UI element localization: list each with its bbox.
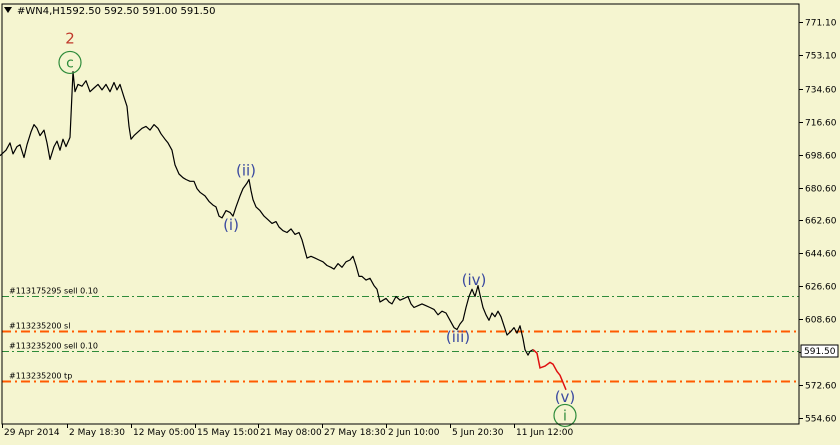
wave-label: (ii)	[236, 161, 256, 179]
x-tick-label: 2 Jun 10:00	[388, 428, 440, 438]
x-tick-label: 15 May 15:00	[197, 428, 259, 438]
wave-label: (i)	[223, 216, 239, 234]
chart-axes	[1, 3, 800, 425]
y-tick-label: 572.60	[805, 382, 837, 392]
wave-circle	[553, 403, 577, 428]
y-tick-label: 753.10	[805, 52, 837, 62]
price-series	[0, 70, 567, 391]
order-level-label: #113235200 sell 0.10	[9, 342, 98, 351]
symbol-label: #WN4,H1	[17, 6, 66, 17]
wave-label: (iii)	[446, 328, 470, 346]
order-levels: #113175295 sell 0.10 #113235200 sl #113235…	[2, 287, 799, 383]
price-axis[interactable]: 771.10 753.10 734.60 716.60 698.60 680.60 662.…	[799, 19, 839, 425]
x-tick-label: 12 May 05:00	[133, 428, 195, 438]
wave-circle	[58, 50, 82, 75]
y-tick-label: 608.60	[805, 316, 837, 326]
order-level-label: #113175295 sell 0.10	[9, 287, 98, 296]
forecast-line	[532, 349, 567, 391]
current-price-box	[800, 344, 839, 358]
x-tick-label: 21 May 08:00	[260, 428, 322, 438]
x-tick-label: 11 Jun 12:00	[516, 428, 573, 438]
current-price-label: 591.50	[804, 347, 836, 357]
price-line	[0, 70, 534, 356]
x-tick-label: 29 Apr 2014	[4, 428, 60, 438]
x-tick-label: 5 Jun 20:30	[452, 428, 504, 438]
time-axis[interactable]: 29 Apr 2014 2 May 18:30 12 May 05:00 15 May…	[2, 424, 574, 438]
y-tick-label: 698.60	[805, 152, 837, 162]
order-level-label: #113235200 tp	[9, 372, 72, 381]
chart-header: #WN4,H1 592.50 592.50 591.00 591.50	[4, 6, 216, 17]
wave-label: i	[563, 408, 567, 424]
y-tick-label: 626.60	[805, 283, 837, 293]
y-tick-label: 680.60	[805, 185, 837, 195]
x-tick-label: 2 May 18:30	[69, 428, 125, 438]
header-dropdown-icon[interactable]	[4, 7, 12, 13]
plot-frame	[1, 3, 800, 425]
wave-labels: 2 c (ii) (i) (iv) (iii) (v) i	[58, 30, 577, 428]
y-tick-label: 554.60	[805, 415, 837, 425]
y-tick-label: 644.60	[805, 250, 837, 260]
ohlc-values: 592.50 592.50 591.00 591.50	[66, 6, 216, 17]
order-level-label: #113235200 sl	[9, 322, 70, 331]
x-tick-label: 27 May 18:30	[324, 428, 386, 438]
y-tick-label: 662.60	[805, 217, 837, 227]
y-tick-label: 716.60	[805, 119, 837, 129]
wave-label: (v)	[555, 388, 576, 406]
y-tick-label: 734.60	[805, 86, 837, 96]
y-tick-label: 771.10	[805, 19, 837, 29]
wave-label: (iv)	[462, 271, 487, 289]
wave-label: c	[66, 55, 74, 71]
wave-label: 2	[65, 30, 75, 48]
